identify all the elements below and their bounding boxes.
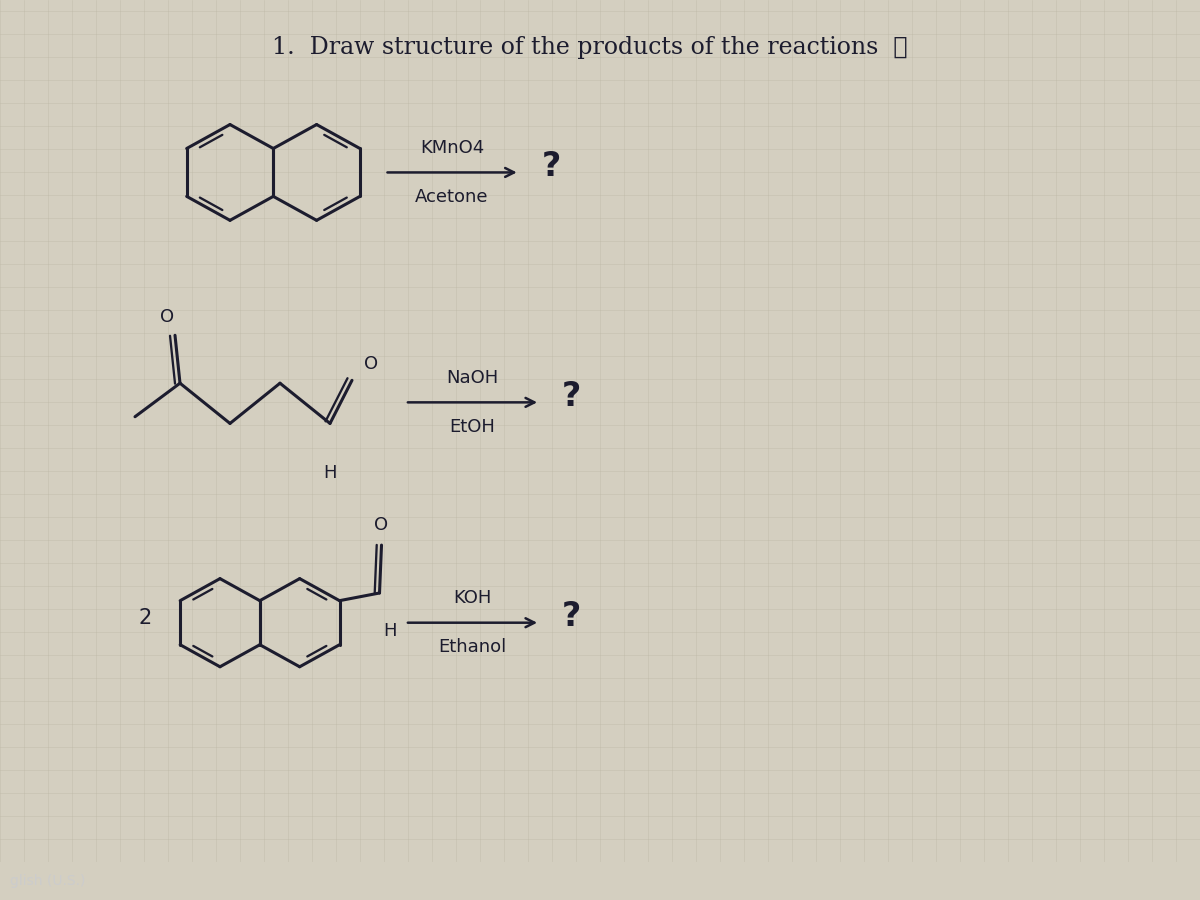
Text: glish (U.S.): glish (U.S.) [10,874,85,888]
Text: 1.  Draw structure of the products of the reactions  ⏐: 1. Draw structure of the products of the… [272,36,907,59]
Text: KMnO4: KMnO4 [420,140,485,158]
Text: 2: 2 [138,608,151,628]
Text: Acetone: Acetone [415,188,488,206]
Text: H: H [323,464,337,482]
Text: NaOH: NaOH [446,369,499,387]
Text: KOH: KOH [454,590,492,608]
Text: O: O [160,308,174,326]
Text: H: H [383,622,396,640]
Text: O: O [364,355,378,373]
Text: Ethanol: Ethanol [438,638,506,656]
Text: ?: ? [541,150,560,184]
Text: O: O [374,516,389,534]
Text: ?: ? [562,600,581,634]
Text: EtOH: EtOH [450,418,496,436]
Text: ?: ? [562,380,581,413]
